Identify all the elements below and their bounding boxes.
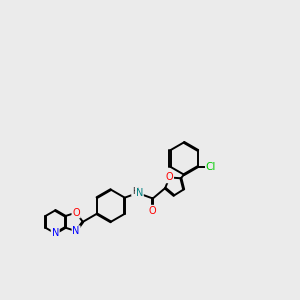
Text: Cl: Cl (206, 162, 216, 172)
Text: N: N (72, 226, 80, 236)
Text: N: N (136, 188, 143, 198)
Text: O: O (166, 172, 173, 182)
Text: O: O (72, 208, 80, 218)
Text: N: N (52, 228, 59, 238)
Text: H: H (132, 187, 138, 196)
Text: O: O (149, 206, 157, 216)
